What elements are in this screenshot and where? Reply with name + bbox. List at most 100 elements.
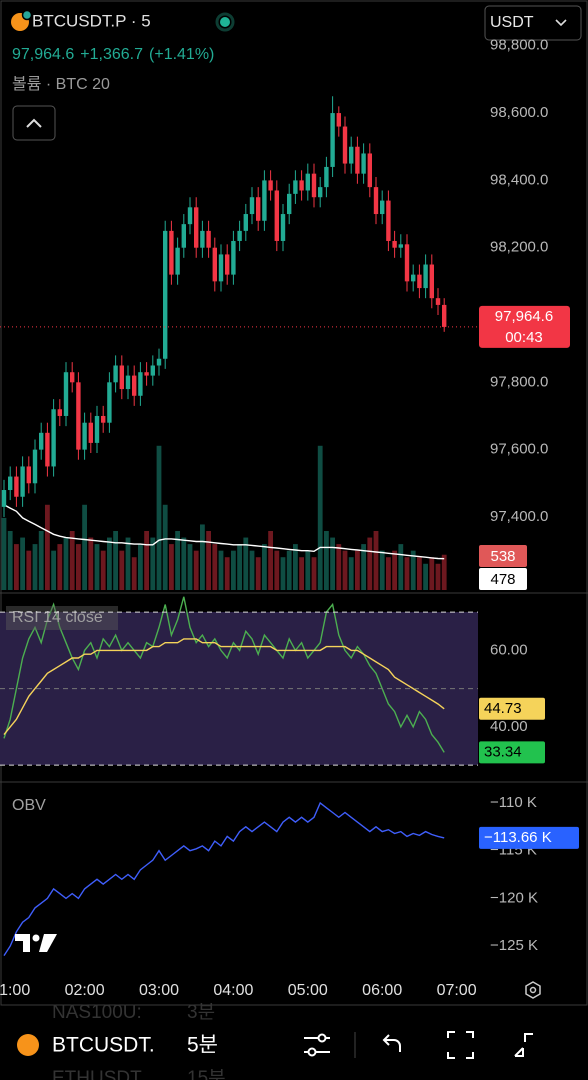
candle-body — [287, 193, 292, 215]
volume-bar — [206, 531, 211, 590]
indicator-icon[interactable] — [304, 1033, 330, 1057]
exchange-icon — [21, 9, 33, 21]
volume-bar — [423, 563, 428, 590]
volume-bar — [231, 550, 236, 590]
candle-body — [293, 180, 298, 194]
volume-bar — [392, 550, 397, 590]
volume-bar — [175, 531, 180, 590]
candle-body — [156, 358, 162, 366]
volume-bar — [262, 544, 267, 590]
y-tick-label: −120 K — [490, 889, 538, 906]
line — [3, 801, 445, 956]
candle-body — [187, 207, 193, 225]
candle-body — [237, 230, 242, 241]
line — [3, 638, 445, 736]
candle-body — [132, 375, 137, 396]
volume-bar — [324, 531, 329, 590]
volume-bar — [1, 517, 7, 590]
obv-legend: OBV — [12, 797, 46, 814]
menu-symbol: ETHUSDT — [52, 1068, 142, 1080]
candle-body — [218, 254, 224, 282]
volume-bar — [131, 557, 137, 590]
change-pct: (+1.41%) — [149, 46, 214, 63]
volume-bar — [57, 544, 63, 590]
toolbar-symbol[interactable]: BTCUSDT. — [52, 1034, 155, 1057]
status-dot — [220, 17, 230, 27]
volume-ma-tag — [479, 568, 527, 590]
candle-body — [336, 113, 341, 127]
volume-bar — [280, 557, 286, 590]
candle-body — [32, 449, 38, 484]
candle-body — [206, 230, 211, 248]
currency-button[interactable] — [484, 5, 582, 41]
line — [3, 504, 445, 560]
candle-body — [20, 466, 25, 497]
settings-icon[interactable] — [525, 981, 541, 999]
candle-body — [163, 230, 168, 359]
candle-body — [76, 382, 81, 450]
candle-body — [429, 264, 434, 299]
candle-body — [51, 409, 56, 467]
candle-body — [101, 415, 106, 423]
volume-bar — [367, 537, 373, 590]
y-tick-label: 97,400.0 — [490, 508, 548, 525]
candle-body — [150, 365, 155, 376]
y-tick-label: 60.00 — [490, 641, 528, 658]
volume-bar — [386, 557, 391, 590]
volume-bar — [88, 537, 94, 590]
status-ring — [215, 12, 235, 32]
fullscreen-icon[interactable] — [447, 1031, 474, 1059]
volume-bar — [398, 544, 404, 590]
x-tick-label: 05:00 — [288, 982, 328, 999]
collapse-icon[interactable] — [514, 1033, 533, 1057]
volume-tag — [479, 545, 527, 567]
volume-bar — [200, 524, 205, 590]
volume-tag-value: 538 — [490, 548, 515, 565]
candle-body — [125, 375, 131, 390]
candle-body — [280, 214, 286, 241]
logo-part — [32, 934, 40, 942]
candle-body — [249, 197, 255, 215]
candle-body — [45, 432, 50, 467]
volume-bar — [107, 537, 112, 590]
volume-bar — [435, 563, 441, 590]
volume-bar — [150, 537, 156, 590]
toolbar-interval[interactable]: 5분 — [187, 1034, 218, 1057]
candle-body — [330, 113, 335, 167]
volume-bar — [342, 550, 348, 590]
volume-bar — [379, 550, 385, 590]
y-tick-label: −110 K — [490, 794, 537, 811]
x-tick-label: 06:00 — [362, 982, 402, 999]
price-tag-value: 97,964.6 — [495, 308, 553, 325]
candle-body — [256, 197, 261, 221]
candle-body — [411, 274, 416, 282]
symbol: BTCUSDT.P · 5 — [32, 11, 151, 30]
currency[interactable]: USDT — [490, 14, 534, 31]
candle-body — [181, 224, 186, 248]
volume-bar — [373, 531, 379, 590]
volume-bar — [410, 550, 416, 590]
volume-bar — [26, 550, 32, 590]
volume-bar — [119, 550, 125, 590]
candle-body — [144, 372, 149, 376]
candle-body — [175, 247, 180, 275]
candle-body — [212, 247, 217, 282]
undo-icon[interactable] — [382, 1034, 401, 1052]
settings-icon-center — [529, 986, 537, 994]
candle-body — [417, 274, 422, 289]
value-tag — [479, 741, 545, 764]
collapse-button[interactable] — [12, 105, 56, 141]
volume-bar — [311, 557, 317, 590]
candle-body — [324, 166, 329, 188]
candle-body — [26, 466, 31, 484]
volume-bar — [255, 557, 261, 590]
y-tick-label: 98,400.0 — [490, 171, 548, 188]
volume-bar — [38, 531, 44, 590]
volume-legend: 볼륨 · BTC 20 — [12, 75, 110, 93]
candle-body — [262, 180, 267, 221]
candle-body — [200, 230, 205, 248]
volume-bar — [69, 531, 75, 590]
volume-bar — [404, 557, 410, 590]
tv-logo — [15, 934, 57, 952]
